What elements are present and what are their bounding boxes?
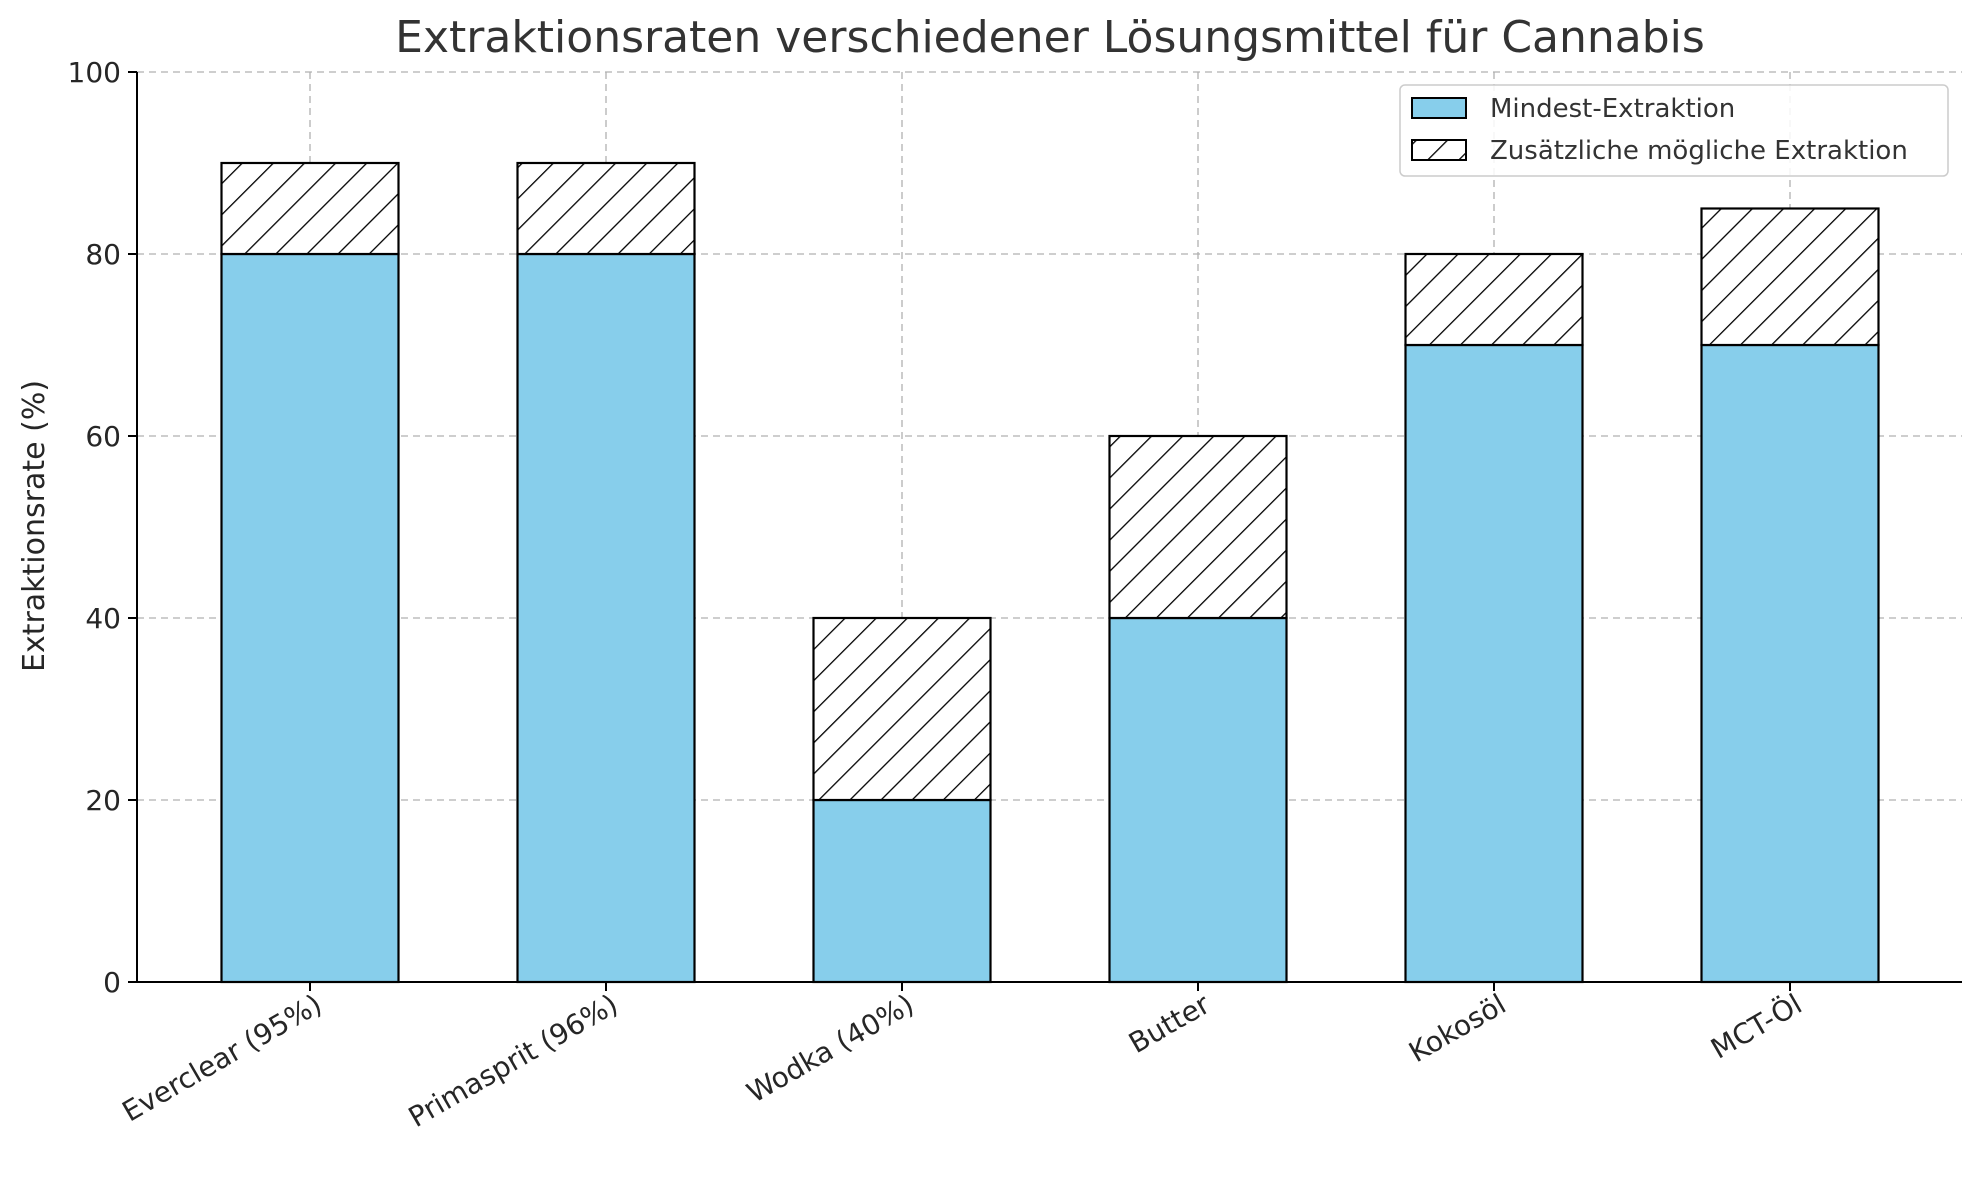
y-ticks: 0 20 40 60 80 100 — [68, 56, 137, 999]
x-tick-label: MCT-Öl — [1705, 987, 1808, 1066]
legend-frame — [1399, 84, 1949, 177]
bar-mindest-extraktion — [1404, 343, 1584, 984]
x-tick-label: Kokosöl — [1403, 987, 1511, 1069]
grid — [137, 71, 1962, 982]
bar-mindest-extraktion — [1700, 343, 1880, 984]
bar-mindest-extraktion — [516, 252, 696, 984]
bar-zusaetzliche-extraktion — [516, 161, 696, 256]
bar-zusaetzliche-extraktion — [1108, 434, 1288, 620]
x-ticks: Everclear (95%) Primasprit (96%) Wodka (40… — [117, 982, 1808, 1134]
bar-zusaetzliche-extraktion — [812, 616, 992, 802]
legend-swatch-min — [1411, 97, 1467, 119]
y-tick-label: 100 — [68, 56, 121, 89]
x-tick-label: Primasprit (96%) — [403, 987, 624, 1133]
x-tick-label: Everclear (95%) — [117, 987, 328, 1128]
legend: Mindest-Extraktion Zusätzliche mögliche … — [1399, 84, 1949, 177]
legend-label-extra: Zusätzliche mögliche Extraktion — [1490, 136, 1908, 166]
bar-mindest-extraktion — [812, 798, 992, 984]
x-tick-label: Wodka (40%) — [741, 987, 919, 1109]
y-tick-label: 40 — [85, 602, 121, 635]
y-tick-label: 60 — [85, 420, 121, 453]
bar-zusaetzliche-extraktion — [1700, 207, 1880, 347]
y-tick-label: 0 — [103, 966, 121, 999]
bars — [220, 161, 1880, 984]
legend-label-min: Mindest-Extraktion — [1490, 94, 1735, 124]
bar-zusaetzliche-extraktion — [220, 161, 400, 256]
y-axis-label: Extraktionsrate (%) — [17, 380, 52, 672]
axes — [136, 72, 1962, 983]
y-tick-label: 20 — [85, 784, 121, 817]
chart-title: Extraktionsraten verschiedener Lösungsmi… — [395, 12, 1705, 63]
x-tick-label: Butter — [1123, 987, 1216, 1060]
bar-zusaetzliche-extraktion — [1404, 252, 1584, 347]
y-tick-label: 80 — [85, 238, 121, 271]
bar-mindest-extraktion — [220, 252, 400, 984]
legend-swatch-extra — [1411, 139, 1467, 161]
bar-mindest-extraktion — [1108, 616, 1288, 984]
